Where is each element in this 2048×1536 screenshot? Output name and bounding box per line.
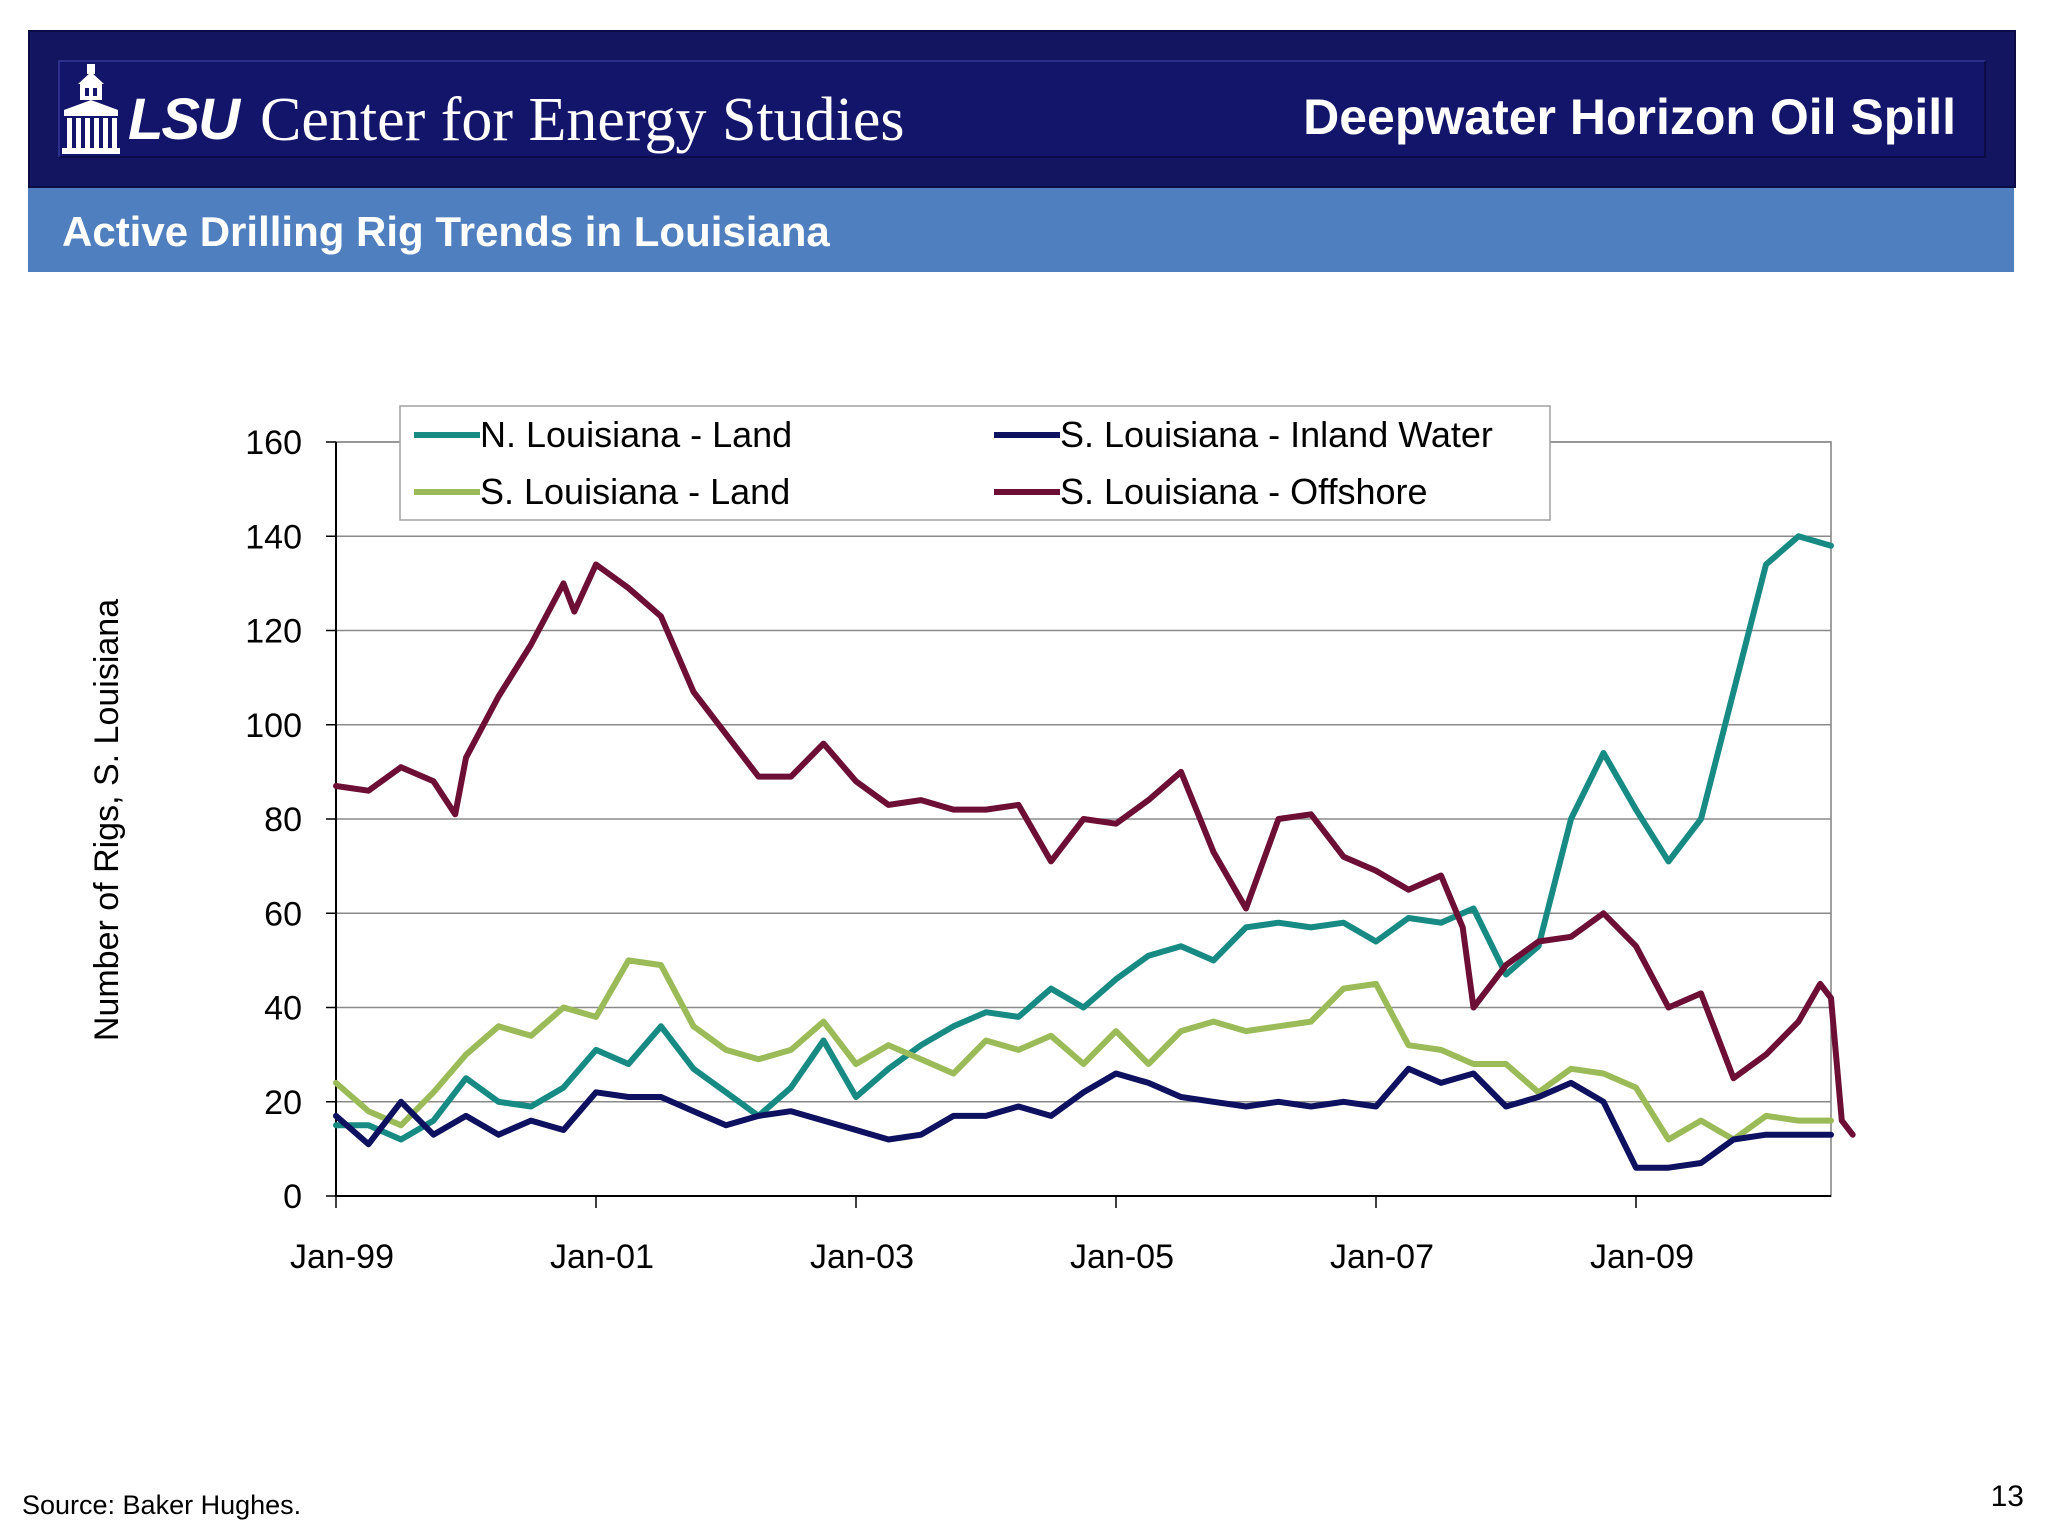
y-tick-label: 100 [245,707,302,745]
y-axis-title: Number of Rigs, S. Louisiana [88,599,126,1041]
series-line-1 [333,533,1834,1143]
y-tick-label: 40 [264,990,302,1028]
series-line-2 [333,1065,1834,1171]
header-inner-panel [58,60,1986,158]
y-tick-label: 20 [264,1084,302,1122]
x-tick-label: Jan-03 [810,1238,914,1276]
legend-box [399,405,1551,521]
series-line-4 [333,561,1856,1138]
header-band [28,30,2016,188]
x-tick-label: Jan-01 [550,1238,654,1276]
subheader-band [28,188,2014,272]
y-tick-label: 0 [283,1178,302,1216]
document-title: Deepwater Horizon Oil Spill [1303,89,1956,145]
y-tick-label: 140 [245,518,302,556]
y-tick-label: 120 [245,613,302,651]
x-tick-label: Jan-99 [290,1238,394,1276]
tower-icon [62,64,120,154]
series-line-3 [333,957,1834,1143]
legend-label: N. Louisiana - Land [480,414,792,455]
logo-lsu-text: LSU [128,87,240,152]
source-note: Source: Baker Hughes. [22,1490,302,1520]
y-tick-label: 160 [245,424,302,462]
y-tick-label: 80 [264,801,302,839]
x-tick-label: Jan-09 [1590,1238,1694,1276]
lsu-logo: LSU Center for Energy Studies [60,62,905,154]
org-name: Center for Energy Studies [260,86,905,154]
page-number: 13 [1990,1480,2024,1513]
legend-label: S. Louisiana - Land [480,471,790,512]
slide-title: Active Drilling Rig Trends in Louisiana [62,208,830,255]
legend-label: S. Louisiana - Offshore [1060,471,1428,512]
legend-label: S. Louisiana - Inland Water [1060,414,1493,455]
y-tick-label: 60 [264,895,302,933]
x-tick-label: Jan-07 [1330,1238,1434,1276]
x-tick-label: Jan-05 [1070,1238,1174,1276]
